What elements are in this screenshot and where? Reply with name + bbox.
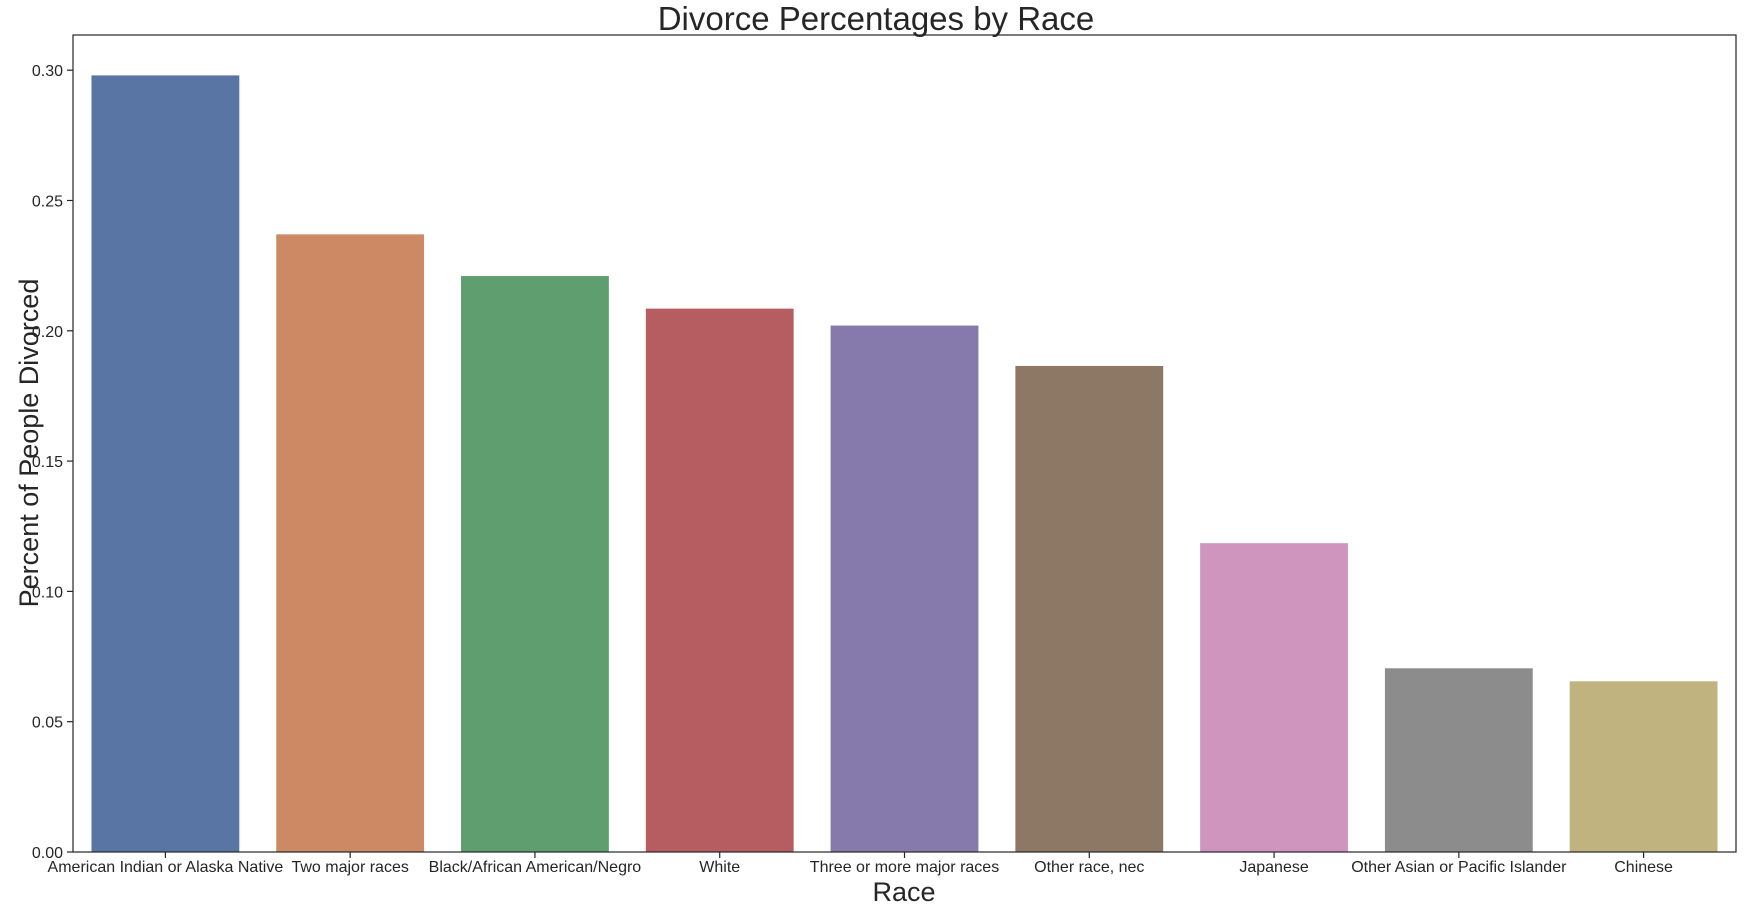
bar-5 [1015, 365, 1164, 852]
x-axis-label: Race [872, 877, 935, 907]
x-tick-label: Three or more major races [810, 859, 999, 876]
y-tick-label: 0.10 [32, 584, 63, 601]
bar-8 [1569, 681, 1718, 852]
bars-layer [91, 75, 1718, 853]
x-tick-label: Other race, nec [1034, 859, 1144, 876]
y-tick-label: 0.15 [32, 454, 63, 471]
bar-2 [461, 276, 609, 852]
y-tick-label: 0.00 [32, 845, 63, 862]
x-tick-label: Japanese [1239, 859, 1308, 876]
chart-title: Divorce Percentages by Race [658, 0, 1095, 37]
y-tick-label: 0.05 [32, 715, 63, 732]
y-axis: 0.00 0.05 0.10 0.15 0.20 0.25 0.30 [32, 63, 73, 862]
bar-1 [276, 234, 425, 853]
x-tick-label: Other Asian or Pacific Islander [1351, 859, 1567, 876]
y-tick-label: 0.30 [32, 63, 63, 80]
bar-7 [1384, 668, 1533, 852]
x-tick-label: Chinese [1614, 859, 1673, 876]
bar-0 [91, 75, 240, 852]
y-tick-label: 0.20 [32, 324, 63, 341]
bar-4 [830, 325, 979, 853]
y-axis-label: Percent of People Divorced [14, 279, 44, 608]
bar-3 [645, 308, 794, 852]
x-tick-label: American Indian or Alaska Native [48, 859, 284, 876]
x-tick-label: White [699, 859, 740, 876]
x-tick-label: Black/African American/Negro [429, 859, 642, 876]
x-axis: American Indian or Alaska Native Two majo… [48, 852, 1673, 876]
x-tick-label: Two major races [291, 859, 408, 876]
bar-6 [1200, 543, 1348, 852]
y-tick-label: 0.25 [32, 193, 63, 210]
